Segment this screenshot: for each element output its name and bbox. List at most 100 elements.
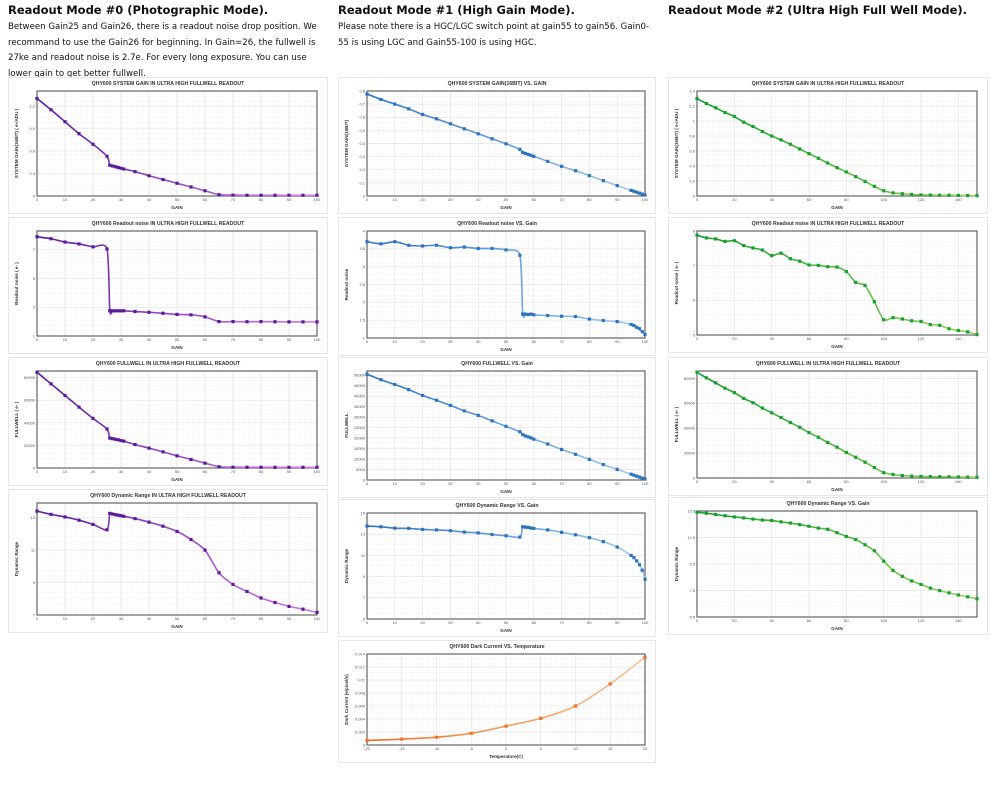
data-point [526,435,530,439]
data-point [560,530,564,534]
x-tick-label: -10 [434,746,441,751]
x-tick-label: 40 [147,469,152,474]
data-point [523,434,528,438]
data-point [975,194,979,198]
data-point [529,312,533,316]
x-tick-label: 60 [807,479,812,484]
y-tick-label: 7 [33,247,36,252]
data-point [133,170,137,174]
data-point [301,193,305,197]
data-point [518,535,522,539]
data-point [421,393,425,398]
data-point [105,247,109,251]
data-point [203,548,207,552]
data-point [608,682,612,686]
x-tick-label: 100 [314,469,321,474]
x-axis-label: GAIN [500,347,512,352]
data-point [807,152,811,156]
x-tick-label: 100 [880,479,887,484]
x-tick-label: 50 [504,339,509,344]
data-point [844,450,848,455]
data-point [105,154,109,158]
y-axis-label: Dynamic Range [344,548,349,583]
data-point [273,465,277,469]
y-axis-label: FULLWELL ( e- ) [674,406,679,442]
mode0-header: Readout Mode #0 (Photographic Mode). Bet… [8,3,330,82]
data-point [273,600,277,605]
data-point [448,122,452,126]
x-axis-label: GAIN [831,205,843,210]
data-point [91,142,95,146]
data-point [523,151,528,156]
data-point [966,595,970,599]
data-point [835,265,839,269]
y-tick-label: 13.5 [687,508,696,513]
y-tick-label: 50000 [354,373,366,378]
data-point [919,474,923,478]
data-point [928,193,932,197]
data-point [539,716,543,720]
x-tick-label: 20 [643,746,648,751]
data-point [529,153,533,157]
x-axis-label: GAIN [171,205,183,210]
y-tick-label: 35000 [354,404,366,409]
x-tick-label: 80 [259,469,264,474]
data-point [891,472,895,477]
data-point [714,106,718,110]
data-point [704,376,708,380]
plot-frame [366,653,646,746]
data-point [546,159,550,163]
x-tick-label: 100 [880,197,887,202]
data-point [816,156,820,160]
x-tick-label: 50 [175,337,180,342]
mode2-title: Readout Mode #2 (Ultra High Full Well Mo… [668,3,968,17]
chart-svg: QHY600 Readout noise IN ULTRA HIGH FULLW… [14,221,321,350]
data-point [421,112,425,117]
data-point [560,314,564,318]
y-tick-label: 11 [361,553,366,558]
data-point [111,512,115,516]
x-tick-label: 5 [540,746,543,751]
data-point [723,514,727,518]
data-point [189,313,193,317]
data-point [798,259,802,263]
data-point [573,704,578,708]
data-point [532,437,536,441]
data-point [379,97,383,101]
x-axis-label: GAIN [171,624,183,629]
y-axis-label: FULLWELL [344,413,349,438]
data-point [573,315,578,319]
y-tick-label: 10000 [354,456,366,461]
data-point [807,430,811,435]
data-point [49,237,53,241]
y-tick-label: 0.004 [355,716,366,721]
data-point [637,475,642,479]
data-point [35,96,39,101]
data-point [854,280,858,284]
x-tick-label: 60 [203,616,208,621]
data-point [854,537,858,542]
data-point [966,193,970,198]
y-tick-label: 15000 [354,446,366,451]
data-point [643,577,647,581]
data-point [891,191,895,195]
y-tick-label: 0 [33,193,36,198]
data-point [629,472,633,476]
data-point [532,154,536,158]
data-point [133,442,137,447]
x-axis-label: GAIN [831,626,843,631]
data-point [189,185,193,189]
data-point [122,167,126,171]
y-tick-label: 0 [363,193,366,198]
data-point [175,181,179,185]
data-point [587,317,591,321]
data-point [490,137,494,141]
data-point [108,511,112,515]
y-tick-label: 11.5 [688,535,696,540]
data-point [122,514,126,518]
data-point [504,724,508,728]
y-tick-label: 3 [33,305,36,310]
data-point [742,243,746,248]
x-tick-label: 0 [36,337,39,342]
data-point [521,312,525,316]
